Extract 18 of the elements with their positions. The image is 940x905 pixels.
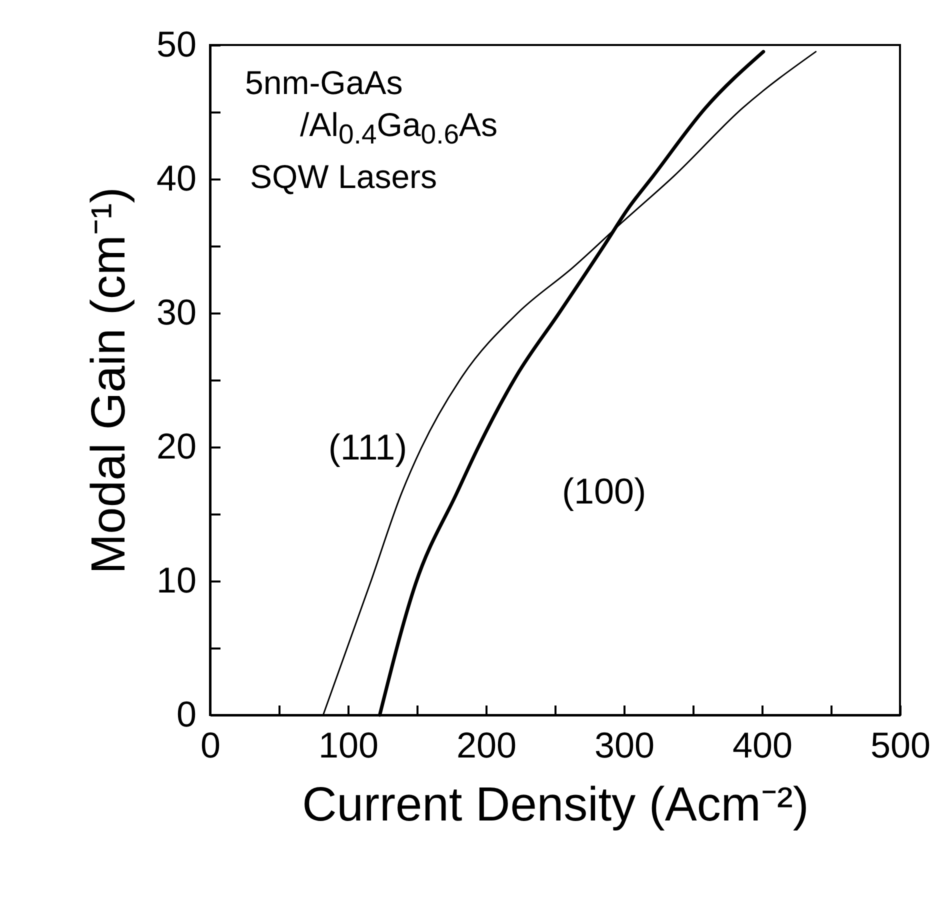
x-tick-label: 300 (594, 724, 655, 766)
y-axis-title: Modal Gain (cm⁻¹) (82, 187, 136, 574)
y-tick-label: 20 (156, 426, 196, 466)
x-tick-label: 100 (318, 724, 379, 766)
annotation: SQW Lasers (249, 156, 438, 197)
x-tick-label: 200 (456, 724, 517, 766)
annotation: 5nm-GaAs (245, 63, 404, 103)
y-tick-label: 40 (156, 158, 196, 198)
y-tick-label: 50 (156, 24, 196, 64)
annotation: /Al$_{0.4}$Ga$_{0.6}$As (299, 105, 498, 152)
x-tick-label: 400 (732, 724, 793, 766)
x-tick-label: 500 (870, 724, 931, 766)
y-tick-label: 10 (156, 560, 196, 600)
series-label: (111) (328, 426, 408, 468)
y-tick-label: 0 (176, 694, 196, 734)
text: (100) (562, 470, 646, 512)
x-axis-title: Current Density (Acm⁻²) (302, 778, 809, 832)
y-tick-label: 30 (156, 292, 196, 332)
